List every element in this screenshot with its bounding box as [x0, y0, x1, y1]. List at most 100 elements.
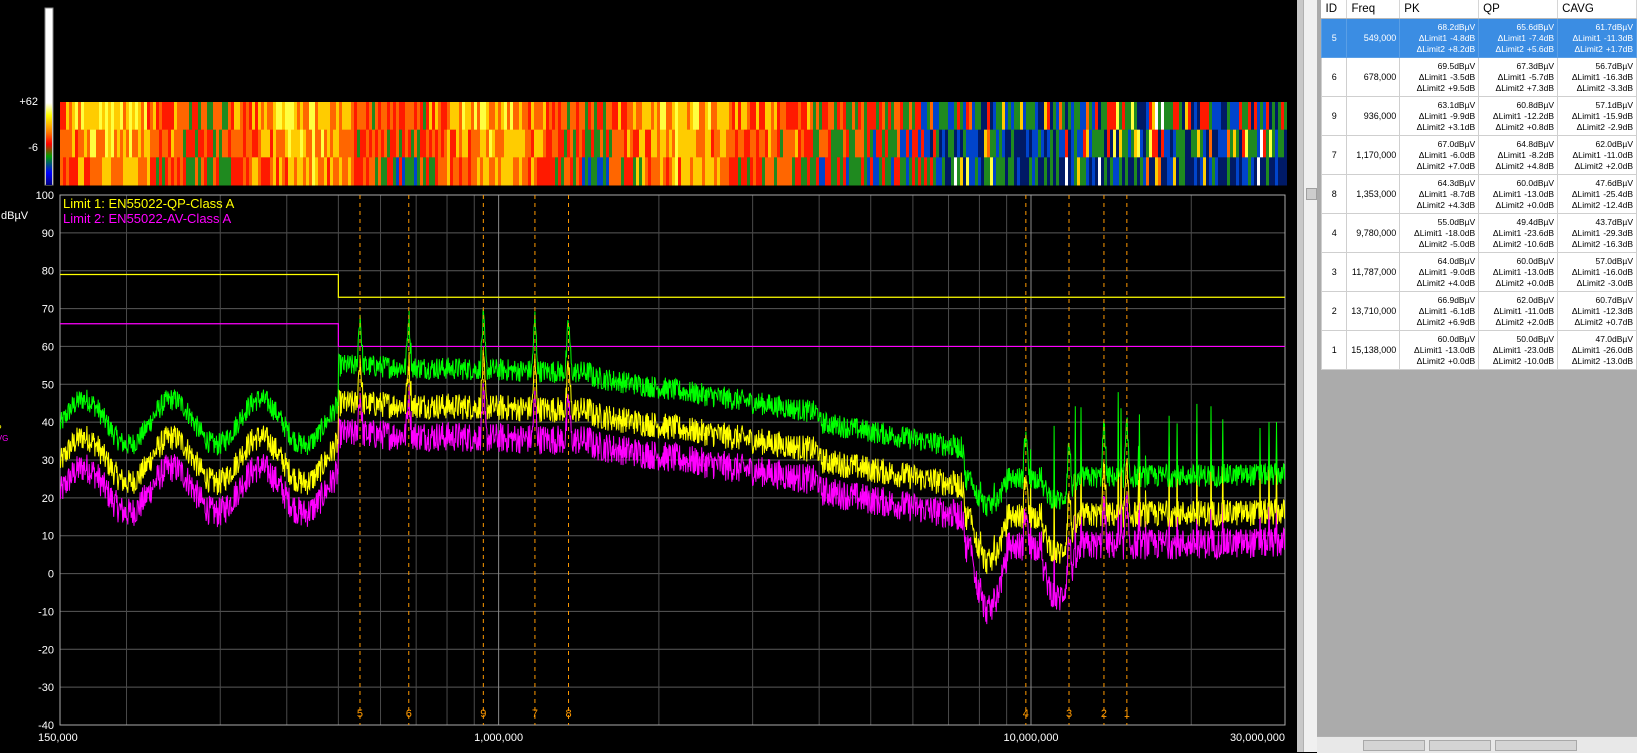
spectrogram-cell: [132, 129, 135, 158]
delta-label: ΔLimit1: [1571, 305, 1601, 316]
spectrogram-cell: [174, 129, 177, 158]
spectrogram-cell: [1044, 157, 1047, 186]
spectrogram-cell: [1248, 102, 1251, 131]
delta-label: ΔLimit1: [1418, 266, 1448, 277]
spectrogram-cell: [636, 157, 639, 186]
spectrogram-cell: [678, 157, 681, 186]
spectrogram-cell: [447, 102, 450, 131]
y-tick-label: 60: [42, 341, 54, 353]
delta-value: -9.9dB: [1450, 110, 1476, 121]
marker-table[interactable]: ID Freq PK QP CAVG 5 549,000 68.2dBµV ΔLimi…: [1320, 0, 1637, 370]
panel-splitter[interactable]: [1297, 0, 1303, 752]
spectrogram-cell: [1134, 102, 1137, 131]
row-pk: 55.0dBµV ΔLimit1 -18.0dB ΔLimit2 -5.0dB: [1399, 213, 1480, 253]
spectrogram-cell: [1212, 129, 1215, 158]
spectrogram-cell: [246, 102, 249, 131]
spectrogram-cell: [702, 102, 705, 131]
spectrogram-cell: [489, 129, 492, 158]
spectrogram-cell: [225, 129, 228, 158]
row-id: 2: [1320, 291, 1348, 331]
col-header-pk[interactable]: PK: [1399, 0, 1480, 19]
spectrogram-cell: [777, 157, 780, 186]
spectrogram-cell: [990, 129, 993, 158]
spectrogram-cell: [768, 157, 771, 186]
spectrogram-cell: [294, 102, 297, 131]
table-row[interactable]: 1 15,138,000 60.0dBµV ΔLimit1 -13.0dB ΔLimit2…: [1320, 330, 1637, 370]
horizontal-scrollbar[interactable]: [1317, 736, 1637, 753]
spectrogram-cell: [1203, 102, 1206, 131]
spectrogram-cell: [759, 157, 762, 186]
emi-spectrum-chart[interactable]: +62 -6 1009080706050403020100-10-20-30-4…: [0, 0, 1297, 752]
spectrogram-cell: [150, 129, 153, 158]
spectrogram-cell: [333, 157, 336, 186]
spectrogram-cell: [1236, 129, 1239, 158]
vertical-scrollbar[interactable]: [1303, 0, 1318, 752]
spectrogram-cell: [540, 157, 543, 186]
spectrogram-cell: [552, 129, 555, 158]
spectrogram-cell: [987, 102, 990, 131]
spectrogram-cell: [996, 157, 999, 186]
spectrogram-cell: [651, 157, 654, 186]
marker-lines[interactable]: 5 6 9 7 8 4 3 2 1: [357, 195, 1130, 725]
scrollbar-segment[interactable]: [1495, 740, 1577, 751]
delta-value: -3.5dB: [1450, 71, 1476, 82]
delta-label: ΔLimit2: [1576, 121, 1605, 132]
table-row[interactable]: 2 13,710,000 66.9dBµV ΔLimit1 -6.1dB ΔLimit2 +…: [1320, 291, 1637, 331]
table-row[interactable]: 9 936,000 63.1dBµV ΔLimit1 -9.9dB ΔLimit2 +3.1…: [1320, 96, 1637, 136]
spectrogram-cell: [108, 129, 111, 158]
scrollbar-segment[interactable]: [1363, 740, 1425, 751]
scrollbar-thumb[interactable]: [1306, 188, 1317, 200]
col-header-cavg[interactable]: CAVG: [1557, 0, 1637, 19]
spectrogram-cell: [273, 129, 276, 158]
spectrogram-cell: [843, 102, 846, 131]
spectrogram-cell: [837, 102, 840, 131]
spectrogram-cell: [1059, 157, 1062, 186]
table-row[interactable]: 6 678,000 69.5dBµV ΔLimit1 -3.5dB ΔLimit2 +9.5…: [1320, 57, 1637, 97]
spectrogram-cell: [180, 102, 183, 131]
table-row[interactable]: 7 1,170,000 67.0dBµV ΔLimit1 -6.0dB ΔLimit2 +7…: [1320, 135, 1637, 175]
spectrogram-cell: [282, 102, 285, 131]
table-row[interactable]: 4 9,780,000 55.0dBµV ΔLimit1 -18.0dB ΔLimit2-…: [1320, 213, 1637, 253]
delta-label: ΔLimit1: [1418, 188, 1448, 199]
spectrogram-cell: [816, 157, 819, 186]
spectrogram-cell: [885, 157, 888, 186]
spectrogram-cell: [699, 102, 702, 131]
spectrogram-cell: [1242, 102, 1245, 131]
spectrogram-cell: [807, 102, 810, 131]
spectrogram-cell: [453, 157, 456, 186]
spectrogram-cell: [162, 129, 165, 158]
spectrogram-cell: [369, 102, 372, 131]
spectrogram-cell: [606, 102, 609, 131]
table-row[interactable]: 3 11,787,000 64.0dBµV ΔLimit1 -9.0dB ΔLimit2 +…: [1320, 252, 1637, 292]
spectrogram-cell: [969, 102, 972, 131]
spectrogram-cell: [1158, 129, 1161, 158]
table-row[interactable]: 8 1,353,000 64.3dBµV ΔLimit1 -8.7dB ΔLimit2 +4…: [1320, 174, 1637, 214]
spectrogram-cell: [129, 102, 132, 131]
table-row[interactable]: 5 549,000 68.2dBµV ΔLimit1 -4.8dB ΔLimit2 +8.2…: [1320, 18, 1637, 58]
spectrogram-waterfall[interactable]: [60, 102, 1287, 186]
col-header-freq[interactable]: Freq: [1346, 0, 1401, 19]
spectrogram-cell: [228, 129, 231, 158]
spectrogram-cell: [693, 102, 696, 131]
col-header-id[interactable]: ID: [1321, 0, 1348, 19]
spectrogram-cell: [936, 157, 939, 186]
spectrogram-cell: [501, 102, 504, 131]
col-header-qp[interactable]: QP: [1478, 0, 1559, 19]
spectrogram-cell: [1251, 102, 1254, 131]
spectrogram-cell: [1044, 102, 1047, 131]
spectrogram-cell: [219, 129, 222, 158]
spectrogram-cell: [975, 102, 978, 131]
spectrogram-cell: [915, 157, 918, 186]
spectrogram-cell: [546, 157, 549, 186]
limit-line: [60, 323, 1285, 348]
delta-value: -9.0dB: [1450, 266, 1476, 277]
spectrogram-cell: [474, 129, 477, 158]
spectrogram-cell: [570, 157, 573, 186]
spectrogram-cell: [1140, 157, 1143, 186]
delta-label: ΔLimit1: [1492, 110, 1522, 121]
spectrogram-cell: [1077, 157, 1080, 186]
spectrogram-cell: [945, 129, 948, 158]
spectrogram-cell: [1017, 129, 1020, 158]
spectrogram-cell: [435, 157, 438, 186]
scrollbar-segment[interactable]: [1429, 740, 1491, 751]
